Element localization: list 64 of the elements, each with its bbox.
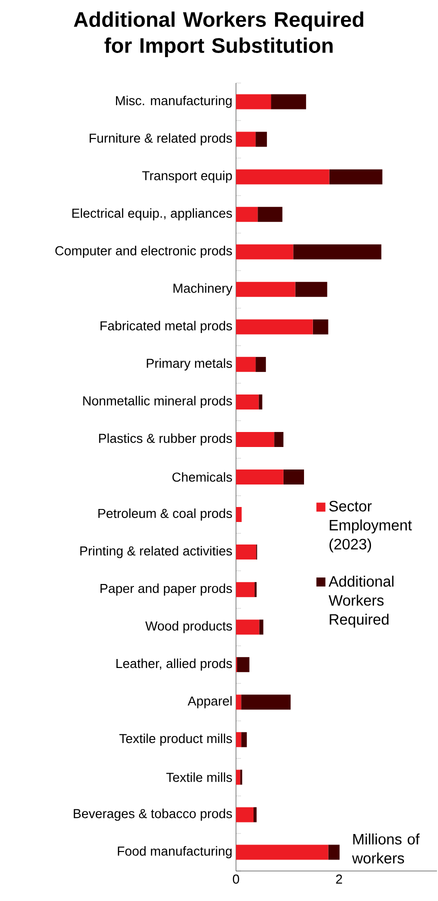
y-tick-label: Petroleum & coal prods (98, 508, 232, 521)
annotation: Millions of workers (352, 834, 420, 864)
y-tick-label: Chemicals (172, 472, 232, 482)
y-tick-label: Paper and paper prods (100, 584, 232, 596)
bar (236, 169, 330, 184)
bar (236, 282, 296, 297)
y-tick-label: Plastics & rubber prods (99, 433, 232, 446)
y-tick-label: Machinery (174, 283, 232, 296)
y-tick-label: Beverages & tobacco prods (74, 808, 232, 821)
y-tick-label: Fabricated metal prods (100, 320, 232, 333)
legend-label: Additional Workers Required (328, 576, 394, 628)
bar (236, 544, 256, 560)
y-tick-label: Apparel (188, 696, 232, 708)
bar (256, 356, 266, 372)
bar (236, 94, 272, 110)
bar (329, 169, 382, 184)
legend-label: Sector Employment (2023) (329, 500, 412, 552)
x-tick-label: 2 (336, 874, 342, 884)
bar (236, 694, 242, 710)
x-tick-label: 0 (232, 874, 240, 884)
bar (236, 620, 260, 635)
y-tick-label: Textile product mills (119, 734, 232, 746)
y-tick-label: Primary metals (146, 358, 232, 370)
y-tick-label: Nonmetallic mineral prods (83, 396, 232, 408)
bar (236, 206, 258, 222)
bar (236, 470, 284, 485)
bar (241, 732, 247, 748)
chart-title: Additional Workers Required for Import Substitution (74, 12, 364, 58)
bar (271, 94, 306, 110)
bar (258, 394, 262, 410)
bar (259, 620, 264, 635)
y-tick-label: Textile mills (166, 772, 232, 782)
bar (236, 432, 274, 447)
bar (274, 432, 284, 447)
bar (236, 319, 313, 334)
bar (254, 807, 257, 822)
bar (236, 582, 255, 598)
bar (295, 282, 328, 297)
bar (258, 206, 282, 222)
bar (312, 319, 328, 334)
y-tick-label: Misc. manufacturing (116, 96, 232, 108)
bar (236, 132, 256, 147)
bar (236, 394, 259, 410)
bar (293, 244, 382, 260)
bar (328, 844, 340, 860)
bar (236, 770, 240, 785)
y-tick-label: Transport equip (142, 170, 232, 183)
y-tick-label: Computer and electronic prods (55, 246, 232, 258)
bar (241, 694, 291, 710)
bar (236, 807, 254, 822)
y-tick-label: Electrical equip., appliances (72, 208, 232, 220)
bar (236, 507, 242, 522)
y-tick-label: Food manufacturing (118, 846, 232, 858)
y-tick-label: Furniture & related prods (90, 133, 232, 146)
bar (236, 732, 242, 748)
y-tick-label: Printing & related activities (80, 546, 232, 558)
y-tick-label: Leather, allied prods (116, 658, 232, 671)
bar (283, 470, 304, 485)
bar (236, 356, 256, 372)
y-tick-label: Wood products (145, 621, 232, 634)
bar (236, 244, 294, 260)
bar (256, 132, 267, 147)
bar (236, 844, 328, 860)
bar (237, 657, 250, 672)
